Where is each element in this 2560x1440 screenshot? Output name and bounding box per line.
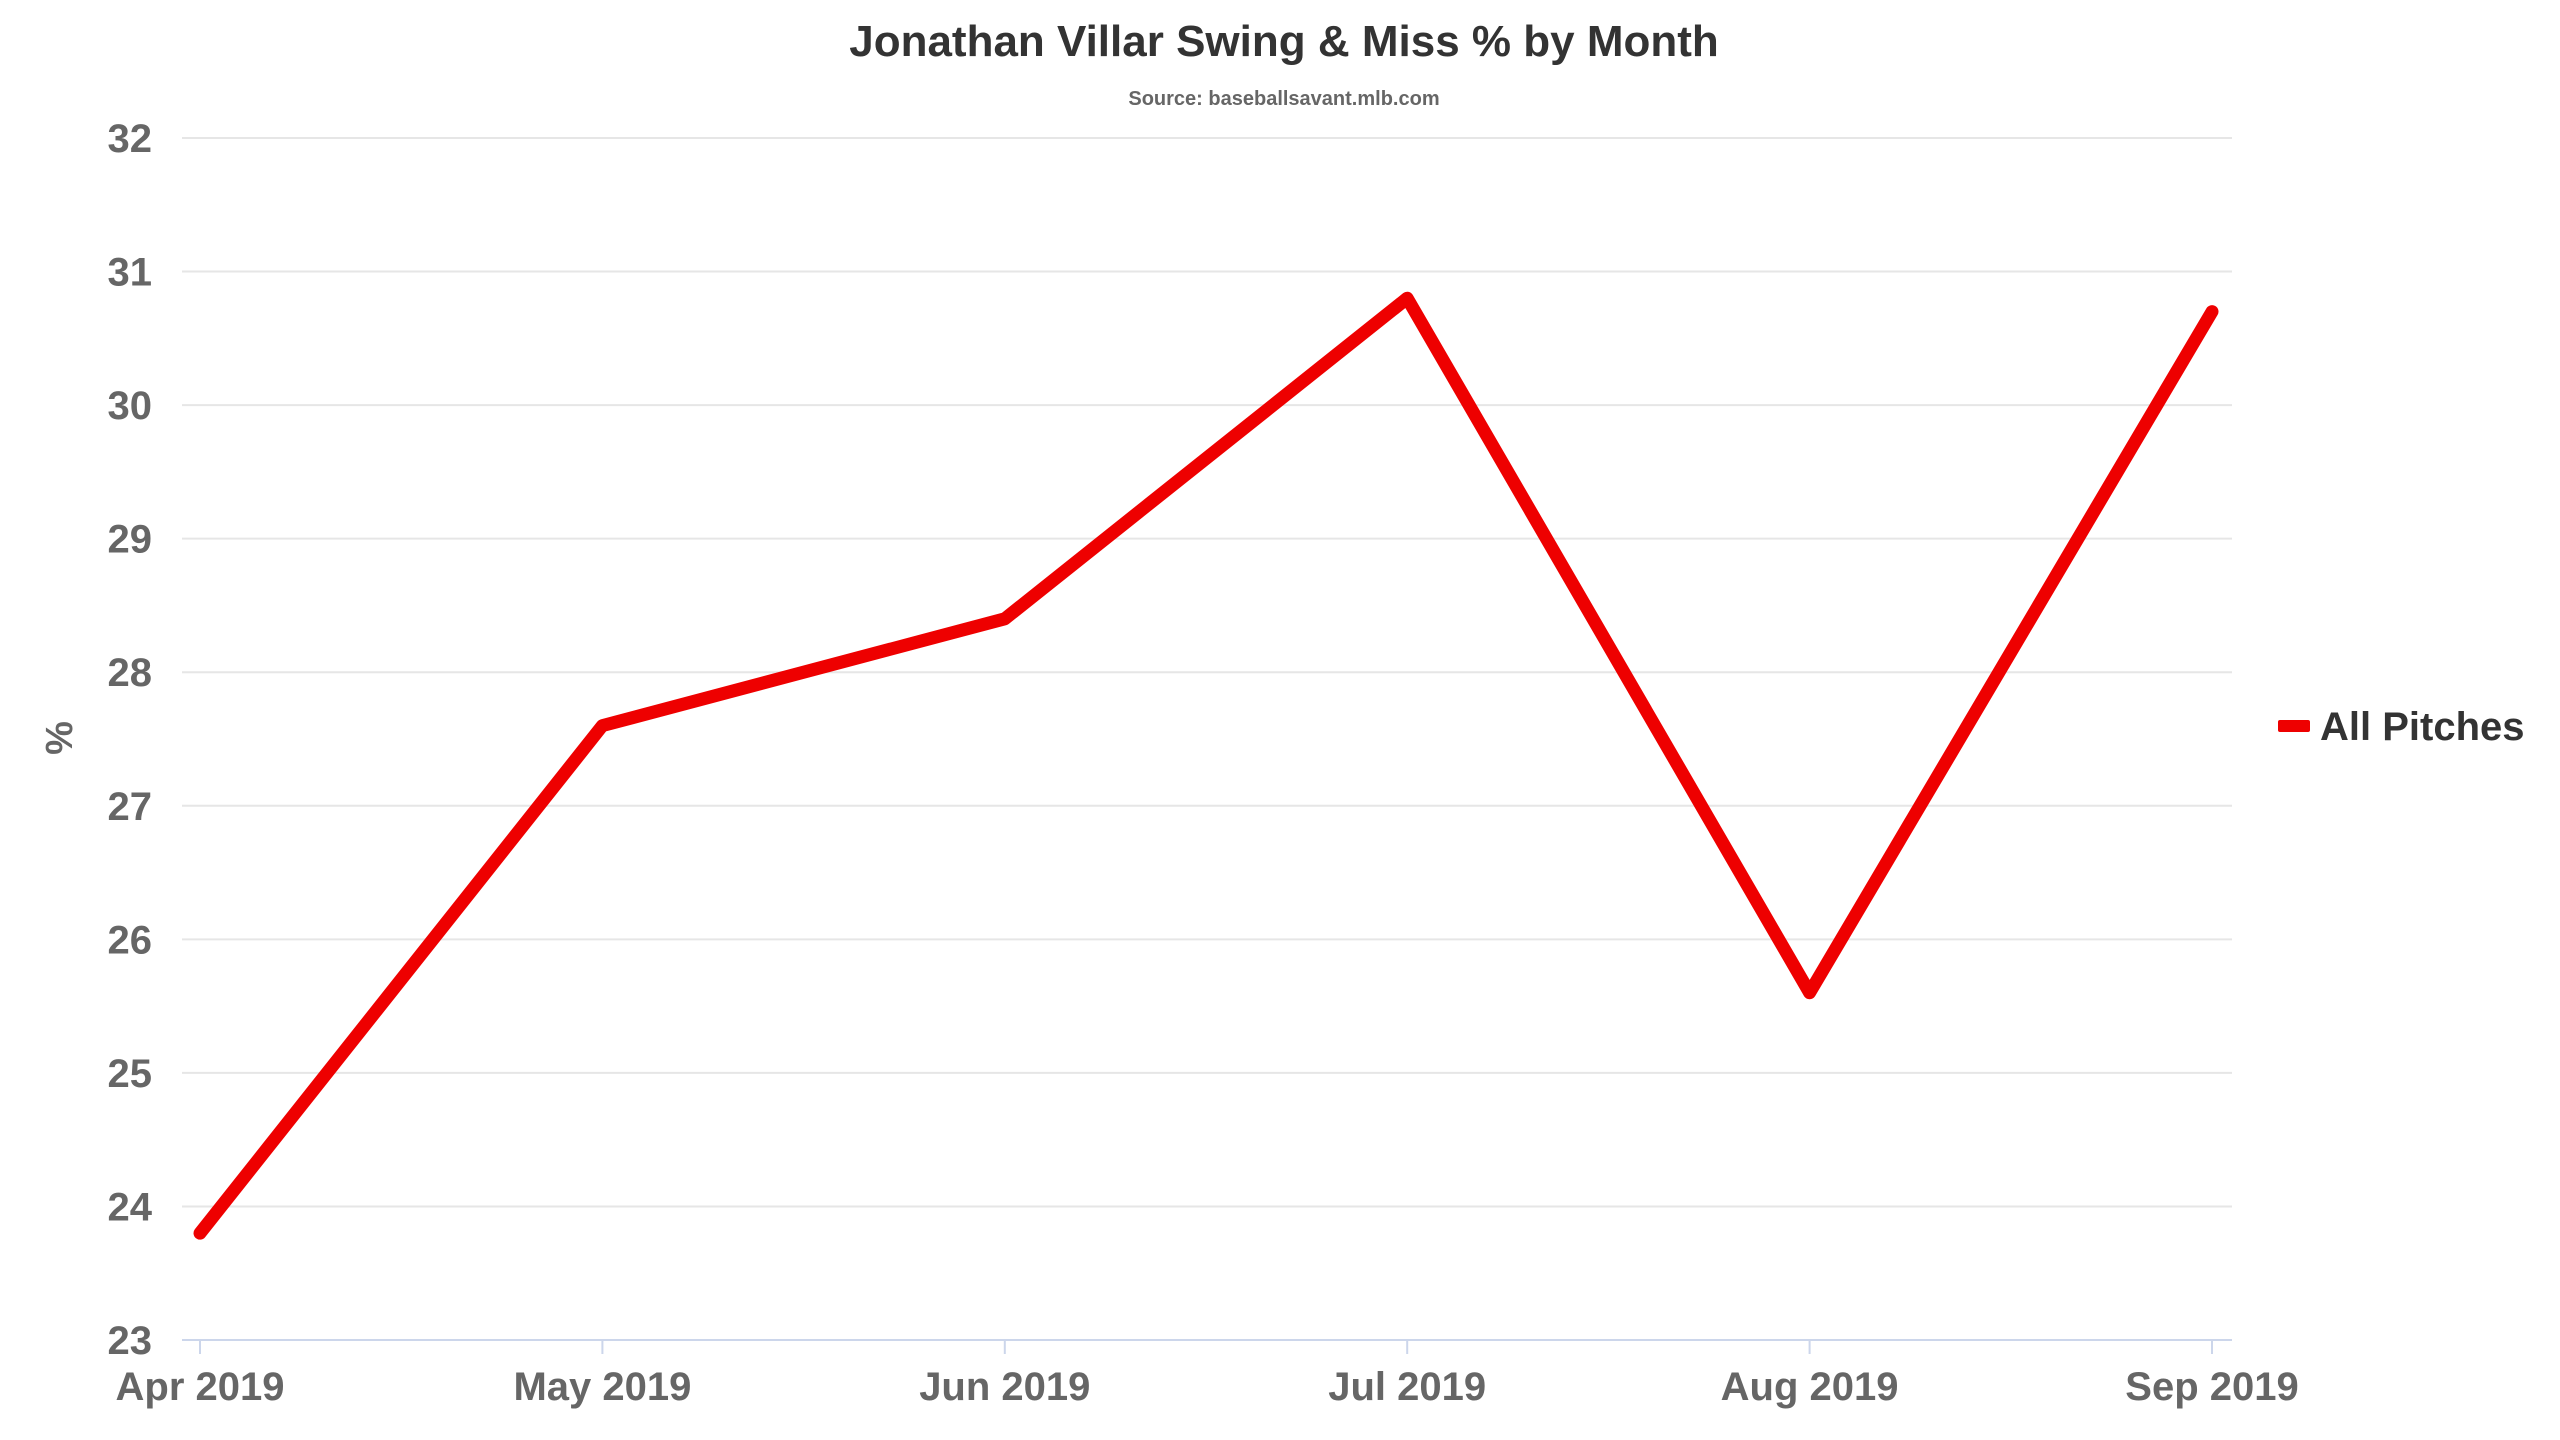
chart-title: Jonathan Villar Swing & Miss % by Month	[849, 17, 1719, 66]
y-tick-labels: 23 24 25 26 27 28 29 30 31 32	[108, 117, 153, 1363]
legend-label-all-pitches[interactable]: All Pitches	[2320, 705, 2525, 749]
series-all-pitches	[193, 291, 2219, 1240]
y-axis-label: %	[39, 721, 81, 755]
chart-subtitle: Source: baseballsavant.mlb.com	[1128, 88, 1439, 110]
y-tick-label: 28	[108, 651, 153, 695]
x-tick-label: May 2019	[513, 1365, 691, 1409]
data-point[interactable]	[194, 1227, 206, 1240]
legend[interactable]: All Pitches	[2278, 705, 2525, 749]
legend-swatch-all-pitches	[2278, 720, 2310, 732]
x-tick-label: Jul 2019	[1328, 1365, 1486, 1409]
y-tick-label: 23	[108, 1319, 153, 1363]
y-tick-label: 29	[108, 518, 153, 562]
x-tick-label: Jun 2019	[919, 1365, 1090, 1409]
data-point[interactable]	[2206, 305, 2218, 318]
data-point[interactable]	[596, 719, 609, 732]
y-tick-label: 32	[108, 117, 153, 161]
data-point[interactable]	[1401, 292, 1414, 305]
x-tick-label: Sep 2019	[2125, 1365, 2298, 1409]
y-tick-label: 31	[108, 251, 153, 295]
x-tick-label: Aug 2019	[1721, 1365, 1899, 1409]
y-tick-label: 27	[108, 785, 153, 829]
data-point[interactable]	[1803, 986, 1816, 999]
y-tick-label: 24	[108, 1185, 153, 1229]
series-line[interactable]	[193, 291, 2219, 1240]
y-tick-label: 25	[108, 1052, 153, 1096]
data-point[interactable]	[998, 612, 1011, 625]
gridlines	[182, 137, 2232, 1208]
y-tick-label: 30	[108, 384, 153, 428]
x-tick-label: Apr 2019	[116, 1365, 285, 1409]
x-tick-labels: Apr 2019 May 2019 Jun 2019 Jul 2019 Aug 2019…	[116, 1340, 2299, 1409]
y-tick-label: 26	[108, 918, 153, 962]
